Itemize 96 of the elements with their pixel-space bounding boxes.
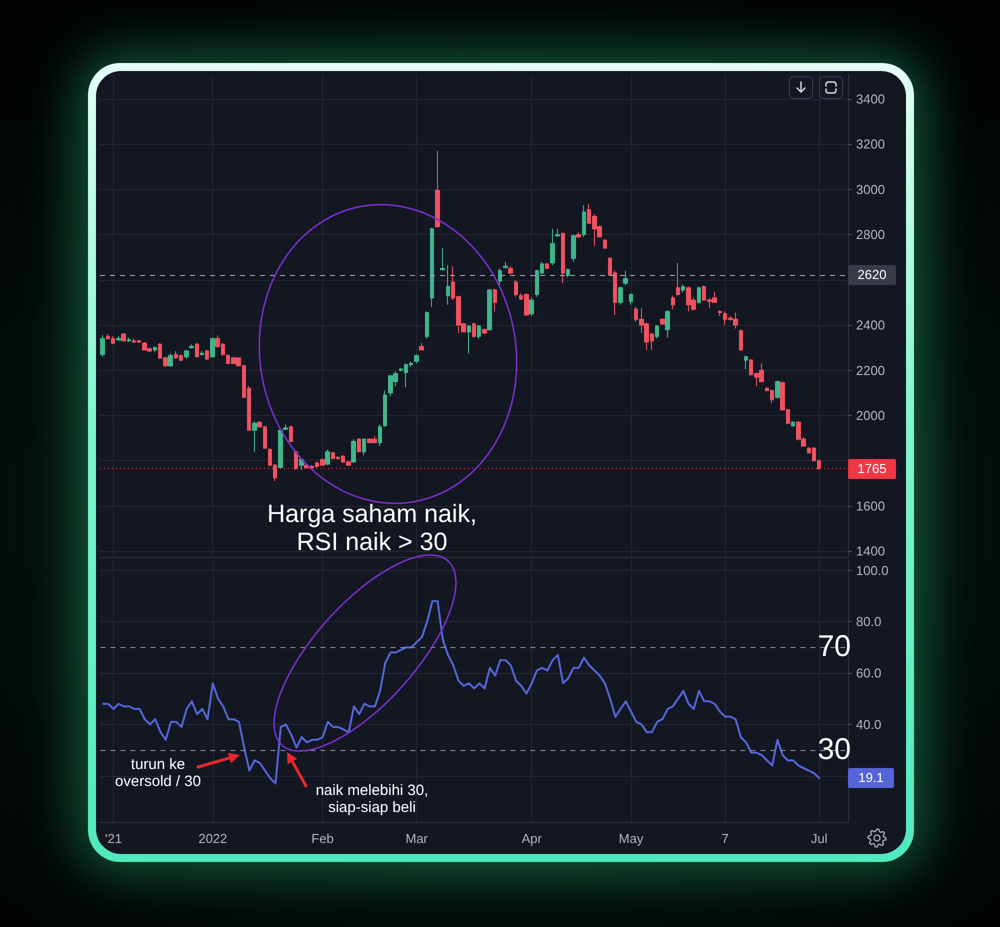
candlestick — [189, 344, 194, 350]
candlestick — [503, 261, 508, 270]
candlestick — [775, 380, 780, 400]
candlestick — [153, 346, 157, 353]
candlestick — [681, 284, 685, 293]
candlestick — [419, 342, 424, 350]
candlestick — [294, 451, 298, 470]
y-tick-label: 2200 — [856, 362, 885, 378]
candlestick — [283, 424, 288, 431]
candlestick — [430, 227, 434, 308]
candlestick — [671, 295, 675, 310]
y-tick-label: 2400 — [856, 318, 885, 333]
y-tick-label: 2000 — [856, 408, 885, 424]
x-tick-label: May — [618, 831, 644, 846]
candlestick — [210, 336, 215, 358]
candlestick — [697, 286, 701, 304]
x-tick-label: Feb — [311, 831, 334, 846]
candlestick — [655, 324, 659, 340]
candlestick — [623, 270, 628, 286]
candlestick — [514, 279, 518, 298]
x-tick-label: Apr — [522, 831, 542, 846]
candlestick — [121, 332, 126, 342]
candlestick — [550, 228, 555, 266]
candlestick — [561, 232, 565, 284]
candlestick — [744, 355, 748, 370]
candlestick — [362, 438, 366, 456]
candlestick — [498, 268, 502, 288]
candlestick — [472, 322, 476, 338]
candlestick — [184, 349, 189, 360]
y-tick-label: 1400 — [856, 544, 885, 559]
candlestick — [571, 234, 576, 262]
candlestick — [351, 438, 356, 464]
text: 19.1 — [848, 768, 894, 788]
candlestick — [791, 420, 795, 428]
candlestick — [508, 266, 513, 275]
candlestick — [629, 292, 633, 306]
candlestick — [529, 297, 534, 316]
candlestick — [582, 204, 586, 238]
candlestick — [252, 420, 257, 452]
candlestick — [357, 438, 361, 452]
y-tick-label: 100.0 — [856, 562, 889, 578]
annotation: naik melebihi 30, siap-siap beli — [316, 782, 428, 816]
candlestick — [278, 428, 283, 470]
y-tick-label: 2800 — [856, 227, 885, 242]
candlestick — [665, 310, 670, 338]
y-tick-label: 3400 — [856, 91, 885, 106]
candlestick — [493, 288, 497, 312]
candlestick — [299, 458, 304, 470]
candlestick — [576, 232, 581, 238]
candlestick — [446, 264, 450, 306]
candlestick — [435, 150, 440, 228]
candlestick — [116, 336, 121, 342]
candlestick — [487, 288, 492, 332]
candlestick — [195, 342, 199, 358]
candlestick — [603, 238, 607, 249]
x-tick-label: 2022 — [198, 831, 228, 846]
ref-line-label: 1765 — [848, 458, 896, 479]
candlestick — [440, 248, 445, 272]
candlestick — [425, 310, 429, 340]
candlestick — [168, 352, 173, 368]
y-tick-label: 3000 — [856, 182, 885, 197]
candlestick — [566, 268, 570, 278]
y-tick-label: 1600 — [856, 498, 885, 514]
line-series — [102, 600, 820, 784]
candlestick — [676, 262, 680, 296]
candlestick — [205, 349, 209, 361]
candlestick — [718, 310, 722, 316]
y-tick-label: 40.0 — [856, 716, 882, 732]
x-tick-label: 7 — [722, 831, 729, 846]
candlestick — [100, 334, 105, 358]
annotation: turun ke oversold / 30 — [115, 756, 201, 790]
candlestick — [414, 354, 419, 364]
candlestick — [545, 262, 549, 270]
candlestick — [739, 329, 743, 352]
y-tick-label: 3200 — [856, 136, 885, 152]
ref-line-label: 2620 — [848, 265, 896, 286]
candlestick — [127, 336, 131, 343]
annotation: Harga saham naik, RSI naik > 30 — [267, 500, 477, 556]
x-tick-label: '21 — [104, 831, 122, 846]
candlestick — [660, 318, 665, 326]
candlestick — [378, 424, 382, 447]
candlestick — [383, 390, 387, 428]
y-tick-label: 80.0 — [856, 614, 882, 630]
x-tick-label: Jul — [810, 831, 828, 846]
candlestick — [477, 324, 481, 340]
y-tick-label: 60.0 — [856, 666, 882, 681]
ref-line-label: 70 — [818, 630, 851, 664]
ref-line-label: 30 — [818, 733, 851, 766]
candlestick — [200, 350, 204, 356]
candlestick — [482, 328, 487, 335]
candlestick — [618, 286, 623, 306]
candlestick — [555, 228, 560, 238]
candlestick — [467, 324, 471, 354]
candlestick — [325, 448, 330, 466]
x-tick-label: Mar — [405, 831, 429, 846]
candlestick — [289, 425, 293, 442]
